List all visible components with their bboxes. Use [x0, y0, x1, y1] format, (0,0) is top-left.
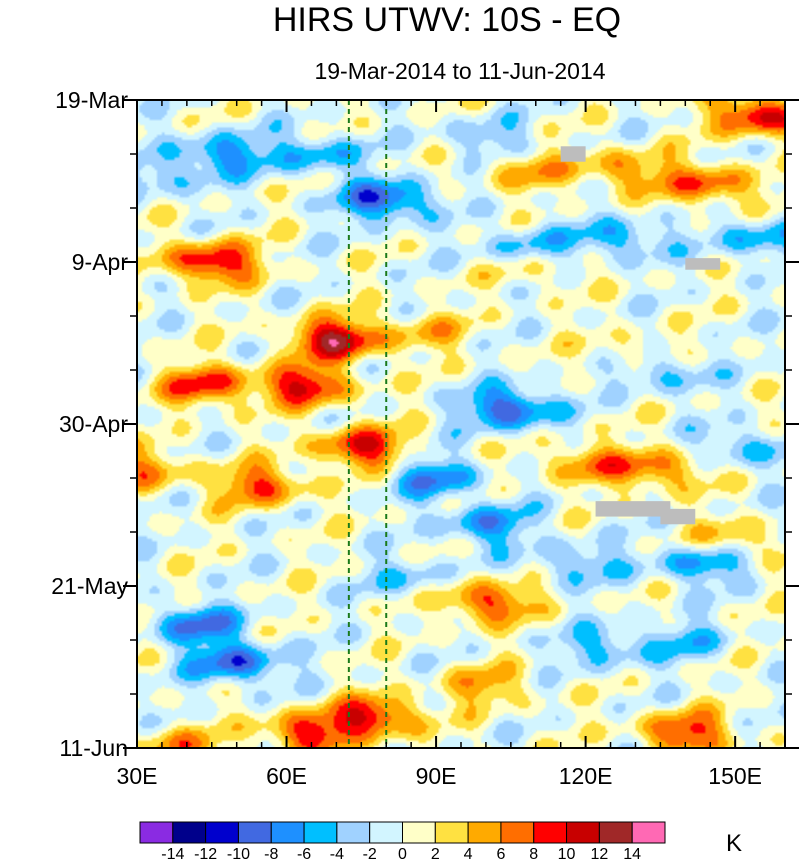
x-tick-label: 60E — [266, 763, 307, 789]
colorbar-label: 8 — [529, 846, 538, 863]
colorbar-swatch — [172, 821, 207, 844]
colorbar-label: 2 — [431, 846, 440, 863]
colorbar-swatch — [598, 821, 633, 844]
missing-data-region — [660, 508, 696, 525]
colorbar-swatch — [631, 821, 666, 844]
colorbar-swatch — [303, 821, 338, 844]
colorbar-swatch — [237, 821, 272, 844]
plot-area — [137, 100, 785, 748]
colorbar-swatch — [500, 821, 535, 844]
colorbar-swatch — [139, 821, 174, 844]
colorbar-swatch — [270, 821, 305, 844]
colorbar-label: -2 — [363, 846, 377, 863]
colorbar-swatch — [402, 821, 436, 844]
y-axis: 19-Mar 9-Apr 30-Apr 21-May 11-Jun — [51, 87, 799, 761]
colorbar-swatch — [467, 821, 502, 844]
colorbar-label: -8 — [264, 846, 278, 863]
colorbar-label: -14 — [161, 846, 184, 863]
colorbar-swatch — [434, 821, 469, 844]
colorbar-swatch — [369, 821, 403, 844]
y-tick-label: 9-Apr — [72, 249, 129, 275]
colorbar-unit: K — [726, 830, 742, 857]
y-tick-label: 19-Mar — [55, 87, 128, 113]
colorbar-label: -6 — [297, 846, 311, 863]
colorbar-label: -12 — [194, 846, 217, 863]
colorbar-swatch — [205, 821, 239, 844]
reference-lines — [347, 100, 388, 748]
colorbar-label: -10 — [227, 846, 250, 863]
missing-data-region — [560, 146, 586, 162]
chart-subtitle: 19-Mar-2014 to 11-Jun-2014 — [314, 58, 605, 84]
colorbar-swatch — [336, 821, 371, 844]
x-tick-label: 30E — [117, 763, 158, 789]
x-axis: 30E 60E 90E 120E 150E — [117, 100, 762, 789]
missing-data-layer — [560, 146, 721, 525]
colorbar-swatch — [566, 821, 600, 844]
colorbar-swatch — [533, 821, 568, 844]
colorbar-label: 0 — [398, 846, 407, 863]
chart-title: HIRS UTWV: 10S - EQ — [273, 1, 621, 39]
x-tick-label: 90E — [416, 763, 457, 789]
x-tick-label: 120E — [559, 763, 613, 789]
x-tick-label: 150E — [708, 763, 762, 789]
colorbar-label: -4 — [330, 846, 344, 863]
y-tick-label: 30-Apr — [59, 411, 128, 437]
colorbar-label: 14 — [623, 846, 641, 863]
colorbar-label: 12 — [590, 846, 608, 863]
colorbar-label: 10 — [558, 846, 576, 863]
colorbar: -14 -12 -10 -8 -6 -4 -2 0 2 4 6 8 10 12 14 — [139, 821, 666, 863]
colorbar-label: 6 — [496, 846, 505, 863]
missing-data-region — [685, 258, 721, 270]
missing-data-region — [595, 501, 671, 517]
y-tick-label: 11-Jun — [59, 735, 128, 761]
colorbar-label: 4 — [464, 846, 473, 863]
y-tick-label: 21-May — [51, 573, 128, 599]
heatmap-field — [137, 100, 785, 748]
